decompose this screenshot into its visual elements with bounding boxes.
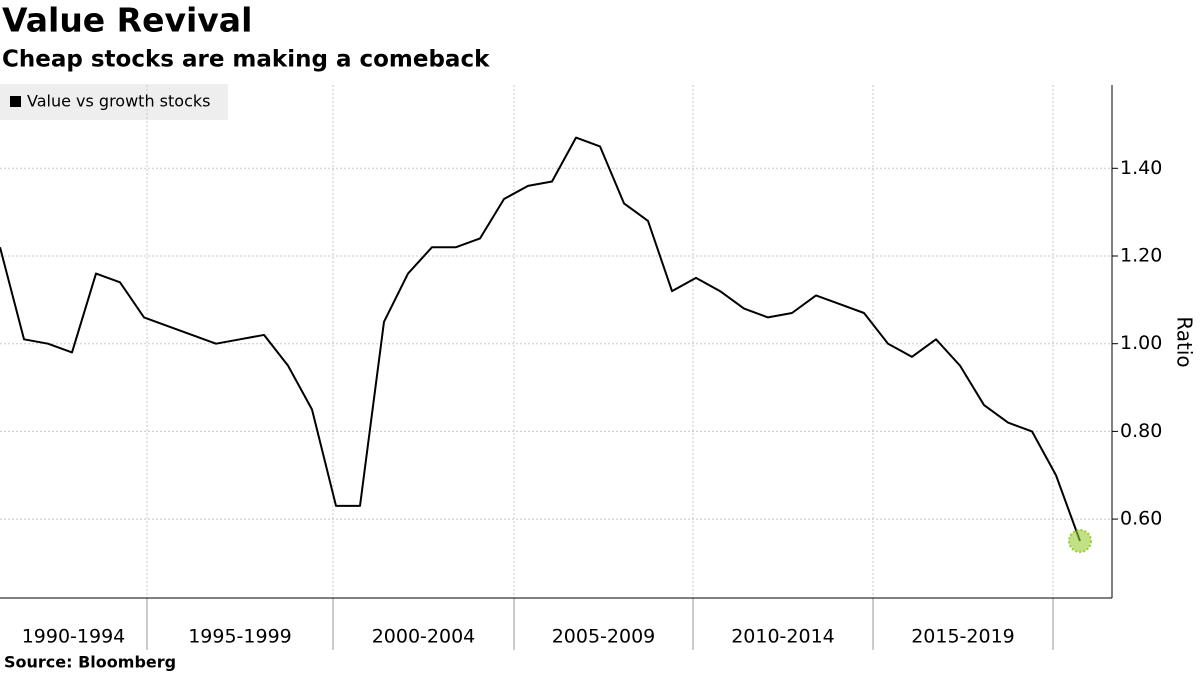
x-group-label: 2000-2004: [372, 626, 476, 648]
y-tick-label: 1.00: [1120, 332, 1162, 354]
line-series: [0, 136, 1081, 542]
source: Source: Bloomberg: [4, 653, 176, 672]
x-group-label: 1995-1999: [188, 626, 292, 648]
x-group-label: 2005-2009: [552, 626, 656, 648]
y-axis-label: Ratio: [1173, 316, 1197, 367]
x-group-label: 2010-2014: [731, 626, 835, 648]
x-group-label: 1990-1994: [22, 626, 126, 648]
legend-box: [0, 84, 228, 120]
y-tick-label: 1.20: [1120, 245, 1162, 267]
y-tick-label: 1.40: [1120, 157, 1162, 179]
y-tick-label: 0.80: [1120, 420, 1162, 442]
chart-title: Value Revival: [2, 1, 252, 40]
legend-swatch: [10, 96, 21, 107]
x-group-label: 2015-2019: [911, 626, 1015, 648]
legend-label: Value vs growth stocks: [27, 92, 210, 111]
last-point-highlight: [1068, 529, 1092, 553]
y-tick-label: 0.60: [1120, 508, 1162, 530]
chart-subtitle: Cheap stocks are making a comeback: [2, 47, 490, 73]
